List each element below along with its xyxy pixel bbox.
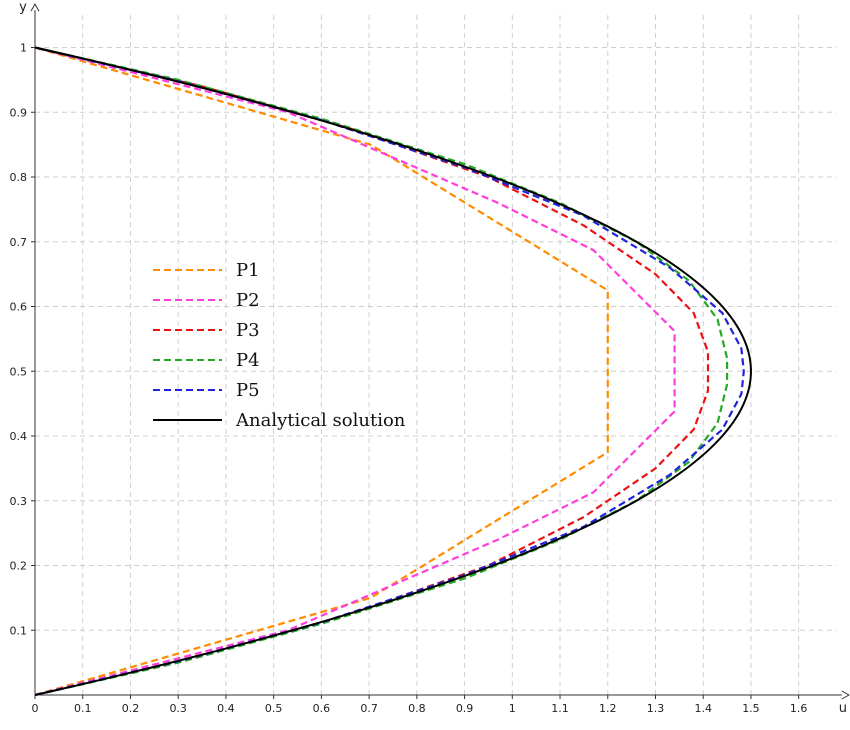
y-tick-label: 0.7: [10, 236, 28, 249]
series-line-p1: [34, 46, 609, 697]
x-tick-label: 0.9: [456, 702, 474, 715]
x-tick-label: 0.3: [169, 702, 187, 715]
x-tick-label: 0.6: [313, 702, 331, 715]
x-tick-label: 1.1: [551, 702, 569, 715]
x-tick-label: 1.6: [790, 702, 808, 715]
legend-label: P3: [236, 320, 260, 341]
x-tick-label: 0.4: [217, 702, 235, 715]
x-tick-label: 0.1: [74, 702, 92, 715]
axes: 0 0.1 0.2 0.3 0.4 0.5 0.6 0.7 0.8 0.9 1 1.1 1.2 1.3 1.…: [10, 0, 850, 716]
legend-label: P1: [236, 260, 260, 281]
x-tick-label: 1: [509, 702, 516, 715]
x-tick-label: 1.2: [599, 702, 617, 715]
series-line-p5: [34, 46, 745, 697]
y-tick-label: 0.9: [10, 106, 28, 119]
x-tick-label: 1.3: [647, 702, 665, 715]
x-tick-label: 1.5: [742, 702, 760, 715]
y-axis-arrow: [30, 3, 40, 12]
y-tick-label: 1: [20, 42, 27, 55]
y-tick-label: 0.8: [10, 171, 28, 184]
series-group: [34, 46, 752, 697]
x-tick-label: 0.8: [408, 702, 426, 715]
series-line-p2: [34, 46, 676, 697]
series-line-p4: [34, 46, 729, 697]
legend-label: P2: [236, 290, 260, 311]
series-line-analytical-solution: [34, 46, 752, 696]
x-tick-label: 1.4: [694, 702, 712, 715]
x-tick-label: 0.5: [265, 702, 283, 715]
legend-label: P5: [236, 380, 260, 401]
x-tick-label: 0.7: [360, 702, 378, 715]
y-axis-label: y: [19, 0, 27, 15]
y-tick-label: 0.3: [10, 495, 28, 508]
legend-label: Analytical solution: [235, 410, 406, 431]
x-tick-label: 0: [32, 702, 39, 715]
legend-label: P4: [236, 350, 260, 371]
x-axis-label: u: [839, 701, 847, 716]
x-tick-label: 0.2: [122, 702, 140, 715]
legend: P1 P2 P3 P4 P5 Analytical solution: [153, 260, 406, 431]
y-tick-label: 0.1: [10, 624, 28, 637]
grid: [35, 15, 837, 695]
y-tick-label: 0.4: [10, 430, 28, 443]
x-axis-arrow: [841, 690, 850, 700]
y-tick-label: 0.5: [10, 365, 28, 378]
y-tick-label: 0.2: [10, 560, 28, 573]
y-tick-label: 0.6: [10, 301, 28, 314]
